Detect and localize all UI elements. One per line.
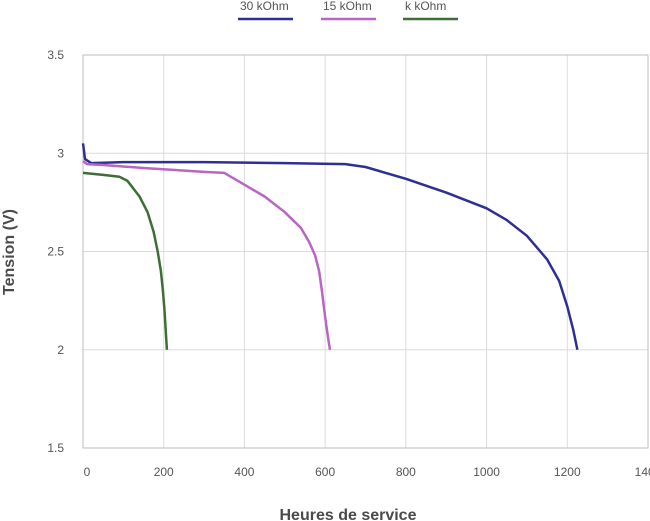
series-line-1 xyxy=(82,160,332,350)
series-layer xyxy=(81,143,579,351)
x-tick-label: 200 xyxy=(154,465,174,479)
legend-label: k kOhm xyxy=(405,0,446,13)
legend: 30 kOhm 15 kOhm k kOhm xyxy=(238,0,458,21)
y-axis-ticks: 1.5 2 2.5 3 3.5 xyxy=(47,48,64,455)
legend-label: 30 kOhm xyxy=(240,0,289,13)
y-tick-label: 2 xyxy=(57,343,64,357)
y-tick-label: 3 xyxy=(57,146,64,160)
legend-label: 15 kOhm xyxy=(323,0,372,13)
x-tick-label: 800 xyxy=(396,465,416,479)
series-line-0 xyxy=(81,143,579,351)
y-axis-title: Tension (V) xyxy=(1,209,18,295)
series-line-2 xyxy=(82,171,169,350)
x-axis-title: Heures de service xyxy=(280,507,417,521)
x-tick-label: 1400 xyxy=(635,465,650,479)
x-tick-label: 1200 xyxy=(554,465,581,479)
x-tick-label: 600 xyxy=(315,465,335,479)
y-tick-label: 1.5 xyxy=(47,441,64,455)
y-tick-label: 3.5 xyxy=(47,48,64,62)
grid xyxy=(82,54,649,449)
x-tick-label: 1000 xyxy=(473,465,500,479)
y-tick-label: 2.5 xyxy=(47,245,64,259)
x-axis-ticks: 0 200 400 600 800 1000 1200 1400 xyxy=(84,465,650,479)
x-tick-label: 0 xyxy=(84,465,91,479)
plot-frame xyxy=(82,54,649,449)
x-tick-label: 400 xyxy=(234,465,254,479)
